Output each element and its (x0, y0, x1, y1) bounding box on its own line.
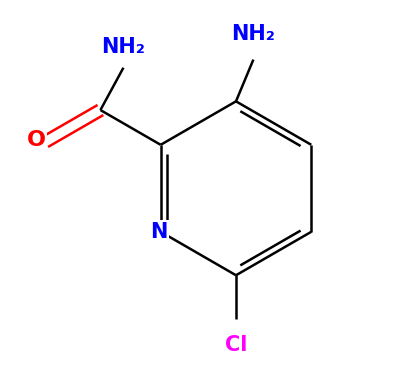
Text: N: N (150, 222, 166, 242)
Text: NH₂: NH₂ (101, 37, 145, 57)
Text: NH₂: NH₂ (231, 24, 275, 44)
Text: Cl: Cl (224, 335, 247, 355)
Text: O: O (26, 130, 45, 150)
